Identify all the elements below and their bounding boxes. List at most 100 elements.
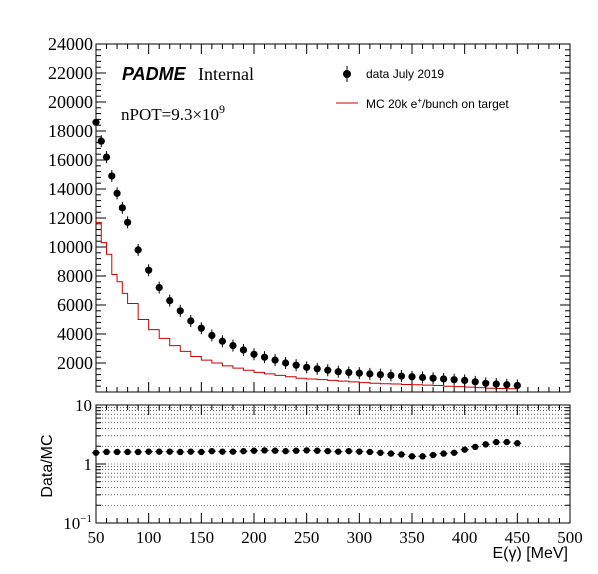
data-point [134, 246, 142, 254]
top-y-tick-label: 24000 [48, 34, 93, 54]
ratio-point [419, 453, 426, 460]
data-point [503, 381, 511, 389]
npot-prefix: nPOT=9.3×10 [121, 105, 219, 124]
ratio-y-tick-label: 1 [84, 455, 93, 474]
data-point [239, 346, 248, 354]
data-point [97, 137, 105, 145]
legend-data-marker [343, 70, 351, 78]
ratio-point [145, 448, 152, 455]
ratio-point [335, 448, 342, 455]
internal-label: Internal [198, 64, 254, 84]
ratio-y-tick-label: 10−1 [63, 513, 92, 533]
legend-mc-suffix: /bunch on target [422, 97, 509, 111]
ratio-point [282, 447, 289, 455]
x-axis-label: E(γ) [MeV] [492, 545, 568, 562]
x-tick-label: 250 [294, 528, 320, 547]
ratio-point [103, 448, 110, 456]
ratio-point [493, 438, 500, 446]
main-spectrum-panel: 2000 4000 6000 8000 10000 12000 14000 16000 1800… [48, 34, 571, 393]
legend-data-label: data July 2019 [366, 67, 444, 81]
x-tick-label: 500 [557, 528, 583, 547]
ratio-y-axis-label: Data/MC [39, 434, 56, 497]
ratio-y-tick-base: 1 [84, 455, 93, 474]
ratio-point [377, 449, 384, 456]
ratio-y-tick-base: 10 [75, 396, 92, 415]
ratio-point [314, 447, 321, 454]
top-axis-ticks [95, 43, 571, 393]
top-y-tick-labels: 2000 4000 6000 8000 10000 12000 14000 16000 1800… [48, 34, 93, 373]
top-y-tick-label: 4000 [57, 324, 93, 344]
data-point [155, 284, 163, 292]
ratio-point [156, 448, 163, 455]
data-point [92, 118, 100, 126]
data-point [197, 324, 205, 332]
data-point [334, 368, 342, 376]
legend-mc-sup: + [417, 96, 422, 105]
data-point [102, 153, 111, 161]
ratio-point [450, 449, 458, 456]
ratio-point [92, 449, 100, 456]
ratio-point [261, 447, 268, 454]
top-y-tick-label: 22000 [48, 63, 93, 83]
data-point [313, 365, 321, 373]
data-point [124, 218, 132, 226]
data-point [461, 376, 469, 384]
data-point [408, 373, 416, 381]
legend-mc-prefix: MC 20k e [366, 97, 418, 111]
bottom-axis-ticks [95, 404, 571, 524]
data-point [482, 379, 490, 387]
ratio-point [503, 438, 510, 446]
ratio-point [271, 447, 279, 454]
data-point [366, 370, 374, 378]
data-point [113, 189, 121, 197]
data-point [387, 371, 395, 379]
x-tick-label: 150 [189, 528, 215, 547]
ratio-y-tick-exp: −1 [80, 513, 92, 525]
ratio-point [461, 446, 468, 453]
experiment-annotation: PADME Internal nPOT=9.3×109 [121, 64, 254, 124]
ratio-point [303, 447, 310, 454]
legend-mc-label: MC 20k e+/bunch on target [366, 96, 509, 111]
ratio-point [124, 448, 131, 456]
data-point [271, 356, 279, 364]
ratio-point [177, 448, 184, 456]
top-y-tick-label: 10000 [48, 237, 93, 257]
ratio-point [440, 450, 447, 457]
ratio-point [345, 447, 352, 455]
data-points-spectrum [92, 116, 521, 392]
data-point [440, 375, 448, 383]
data-point [166, 297, 174, 305]
data-point [418, 373, 427, 382]
x-tick-label: 100 [136, 528, 162, 547]
ratio-point [187, 448, 194, 455]
npot-exponent: 9 [219, 102, 225, 116]
ratio-point [166, 448, 173, 455]
data-point [355, 369, 363, 377]
top-y-tick-label: 6000 [57, 295, 93, 315]
data-point [376, 371, 384, 379]
data-point [292, 361, 300, 369]
ratio-y-tick-base: 10 [63, 514, 80, 533]
ratio-point [198, 448, 205, 456]
ratio-point [229, 448, 237, 455]
ratio-point [398, 451, 405, 458]
ratio-point [387, 450, 395, 457]
data-point [513, 381, 521, 390]
ratio-point [366, 448, 374, 456]
data-point [324, 366, 332, 374]
data-point [429, 374, 437, 382]
ratio-point [324, 447, 331, 455]
data-point [145, 266, 153, 274]
ratio-point [408, 453, 416, 460]
data-point [208, 331, 216, 340]
data-points-ratio [92, 438, 522, 460]
top-y-tick-label: 18000 [48, 121, 93, 141]
top-y-tick-label: 14000 [48, 179, 93, 199]
data-point [282, 359, 290, 367]
data-point [492, 380, 500, 388]
npot-label: nPOT=9.3×109 [121, 102, 225, 124]
data-point [187, 317, 195, 325]
mc-histogram-line [96, 221, 518, 390]
